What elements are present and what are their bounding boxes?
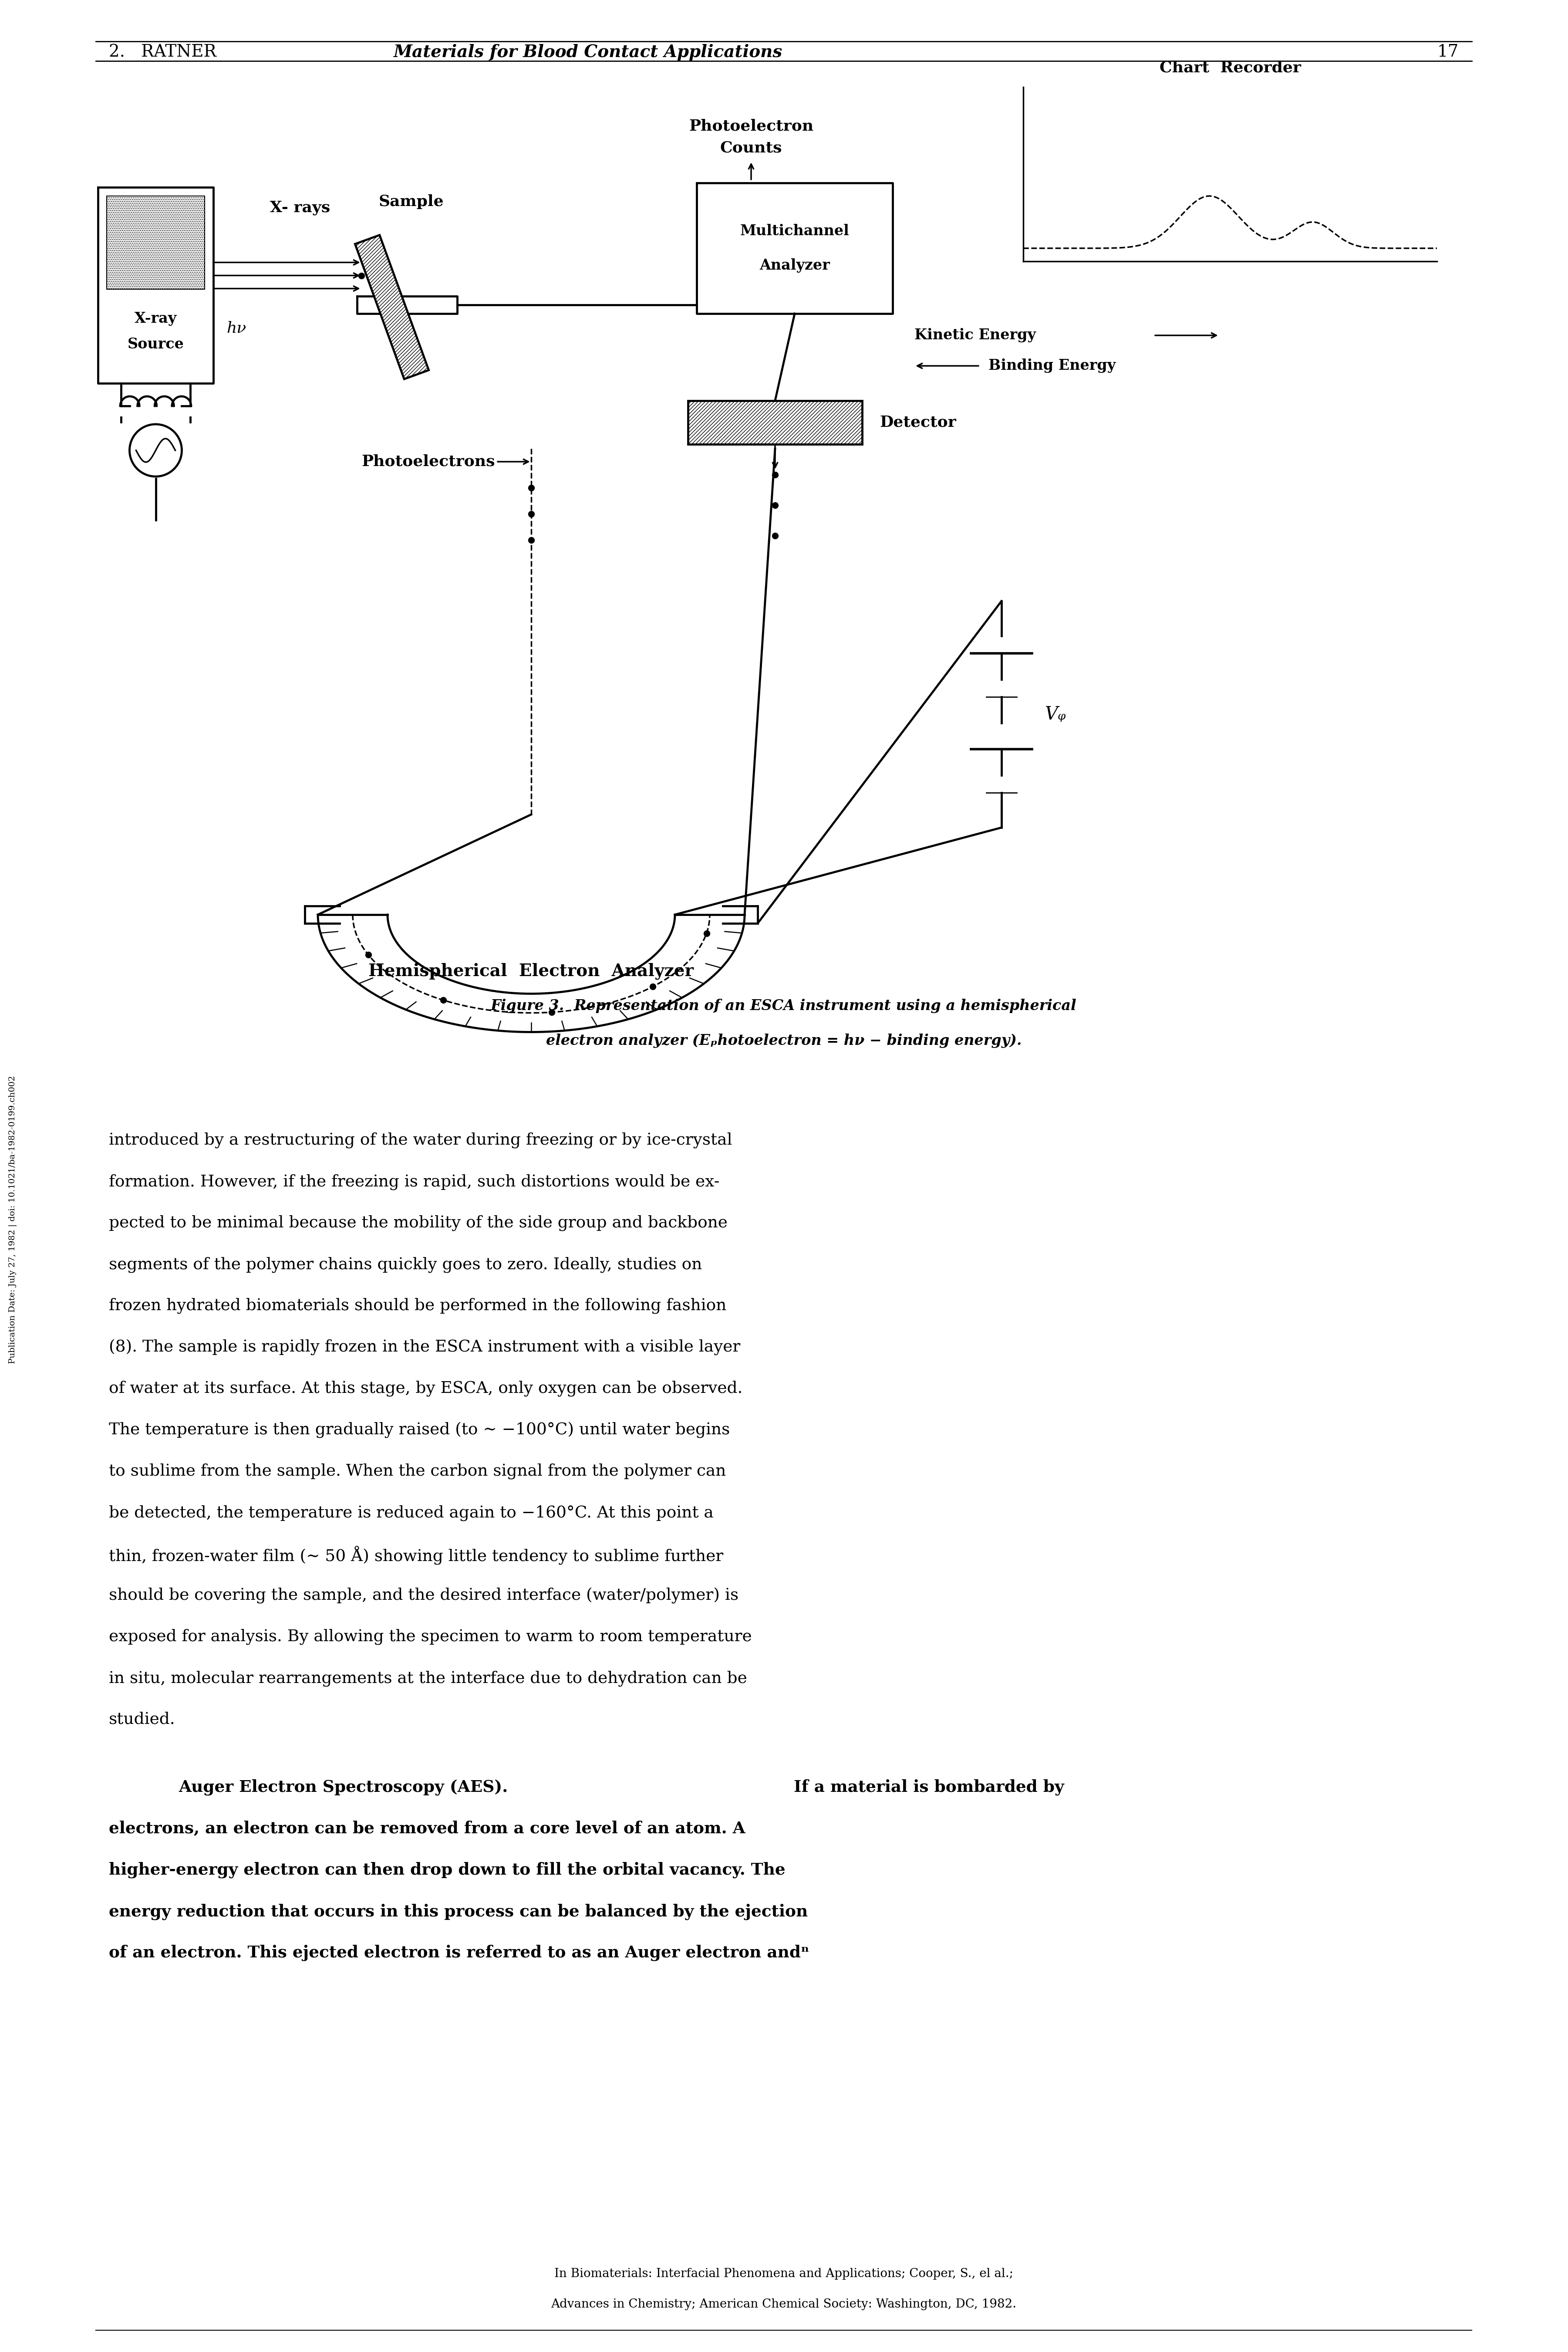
Text: Source: Source <box>127 336 183 350</box>
Text: In Biomaterials: Interfacial Phenomena and Applications; Cooper, S., el al.;: In Biomaterials: Interfacial Phenomena a… <box>555 2267 1013 2279</box>
Text: X-ray: X-ray <box>135 310 177 327</box>
Text: Photoelectron: Photoelectron <box>688 120 814 134</box>
Text: introduced by a restructuring of the water during freezing or by ice-crystal: introduced by a restructuring of the wat… <box>108 1131 732 1148</box>
Text: Advances in Chemistry; American Chemical Society: Washington, DC, 1982.: Advances in Chemistry; American Chemical… <box>550 2298 1016 2310</box>
Text: hν: hν <box>226 320 246 336</box>
Text: formation. However, if the freezing is rapid, such distortions would be ex-: formation. However, if the freezing is r… <box>108 1174 720 1190</box>
Text: of water at its surface. At this stage, by ESCA, only oxygen can be observed.: of water at its surface. At this stage, … <box>108 1381 743 1397</box>
Text: Detector: Detector <box>880 414 956 430</box>
Text: to sublime from the sample. When the carbon signal from the polymer can: to sublime from the sample. When the car… <box>108 1463 726 1479</box>
Text: in situ, molecular rearrangements at the interface due to dehydration can be: in situ, molecular rearrangements at the… <box>108 1670 746 1686</box>
Text: Binding Energy: Binding Energy <box>988 360 1116 374</box>
Text: X- rays: X- rays <box>270 200 331 214</box>
Text: Sample: Sample <box>379 195 444 209</box>
Text: Vᵩ: Vᵩ <box>1044 706 1066 724</box>
Text: energy reduction that occurs in this process can be balanced by the ejection: energy reduction that occurs in this pro… <box>108 1903 808 1919</box>
Text: thin, frozen-water film (∼ 50 Å) showing little tendency to sublime further: thin, frozen-water film (∼ 50 Å) showing… <box>108 1545 723 1564</box>
Text: Materials for Blood Contact Applications: Materials for Blood Contact Applications <box>394 45 782 61</box>
Text: 17: 17 <box>1438 45 1458 61</box>
Text: Figure 3.  Representation of an ESCA instrument using a hemispherical: Figure 3. Representation of an ESCA inst… <box>491 1000 1077 1014</box>
Text: 2.   RATNER: 2. RATNER <box>108 45 216 61</box>
Text: studied.: studied. <box>108 1712 176 1726</box>
Polygon shape <box>354 235 428 379</box>
Text: Chart  Recorder: Chart Recorder <box>1159 61 1301 75</box>
Text: should be covering the sample, and the desired interface (water/polymer) is: should be covering the sample, and the d… <box>108 1588 739 1604</box>
Text: exposed for analysis. By allowing the specimen to warm to room temperature: exposed for analysis. By allowing the sp… <box>108 1630 751 1644</box>
Bar <box>688 400 862 445</box>
Text: (8). The sample is rapidly frozen in the ESCA instrument with a visible layer: (8). The sample is rapidly frozen in the… <box>108 1338 740 1355</box>
Text: If a material is bombarded by: If a material is bombarded by <box>789 1778 1065 1795</box>
Text: Publication Date: July 27, 1982 | doi: 10.1021/ba-1982-0199.ch002: Publication Date: July 27, 1982 | doi: 1… <box>9 1075 17 1364</box>
Text: Auger Electron Spectroscopy (AES).: Auger Electron Spectroscopy (AES). <box>179 1778 508 1795</box>
Bar <box>107 195 205 289</box>
Text: higher-energy electron can then drop down to fill the orbital vacancy. The: higher-energy electron can then drop dow… <box>108 1863 786 1879</box>
Text: Multichannel: Multichannel <box>740 223 850 238</box>
Text: Kinetic Energy: Kinetic Energy <box>914 329 1036 343</box>
Text: of an electron. This ejected electron is referred to as an Auger electron andⁿ: of an electron. This ejected electron is… <box>108 1945 809 1962</box>
Text: Photoelectrons: Photoelectrons <box>361 454 495 468</box>
Text: Counts: Counts <box>720 141 782 155</box>
Text: be detected, the temperature is reduced again to −160°C. At this point a: be detected, the temperature is reduced … <box>108 1505 713 1522</box>
Text: frozen hydrated biomaterials should be performed in the following fashion: frozen hydrated biomaterials should be p… <box>108 1298 726 1315</box>
Text: electron analyzer (Eₚhotoelectron = hν − binding energy).: electron analyzer (Eₚhotoelectron = hν −… <box>546 1035 1022 1049</box>
Text: segments of the polymer chains quickly goes to zero. Ideally, studies on: segments of the polymer chains quickly g… <box>108 1256 702 1272</box>
Text: electrons, an electron can be removed from a core level of an atom. A: electrons, an electron can be removed fr… <box>108 1820 745 1837</box>
Text: Hemispherical  Electron  Analyzer: Hemispherical Electron Analyzer <box>368 962 695 981</box>
Text: pected to be minimal because the mobility of the side group and backbone: pected to be minimal because the mobilit… <box>108 1216 728 1230</box>
Text: Analyzer: Analyzer <box>759 259 829 273</box>
Text: The temperature is then gradually raised (to ∼ −100°C) until water begins: The temperature is then gradually raised… <box>108 1423 729 1437</box>
